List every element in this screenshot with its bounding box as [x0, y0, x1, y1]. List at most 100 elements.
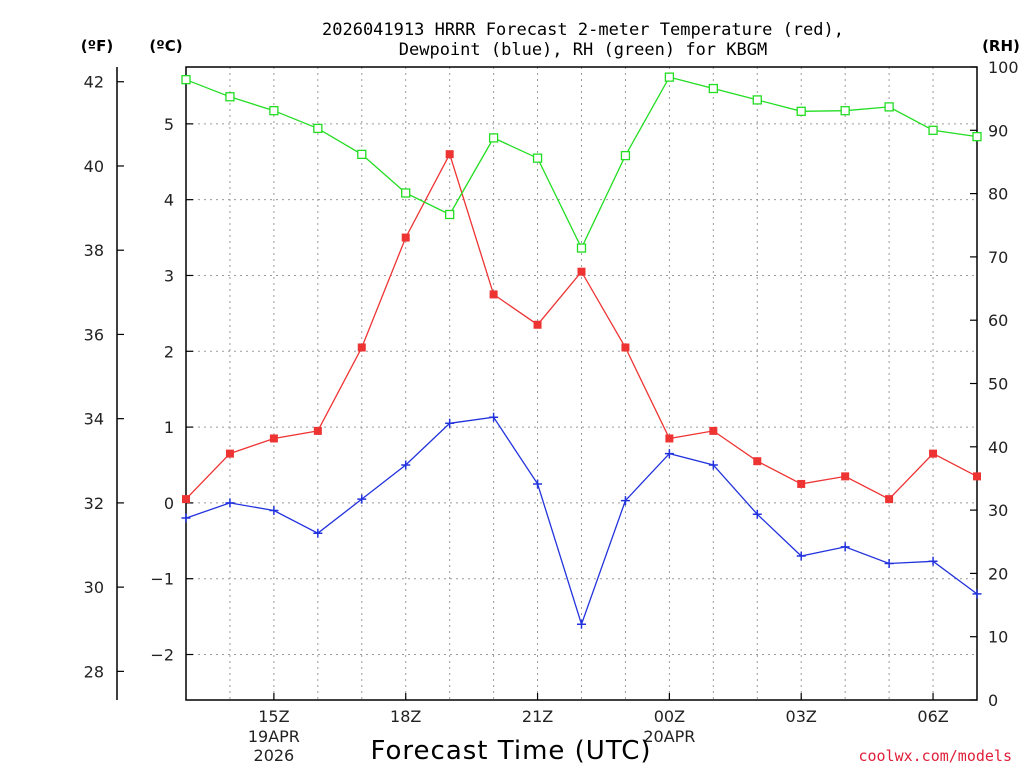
x-tick-label: 15Z: [258, 707, 289, 726]
2-meter-temperature-point: [445, 150, 454, 159]
x-tick-label: 03Z: [786, 707, 817, 726]
x-tick-label: 00Z: [654, 707, 685, 726]
rh-unit-label: (RH): [982, 37, 1020, 55]
dewpoint-point: [928, 556, 938, 566]
2-meter-temperature-point: [225, 449, 234, 458]
fahrenheit-tick-label: 42: [84, 73, 104, 92]
celsius-tick-label: 1: [164, 418, 174, 437]
dewpoint-point: [313, 528, 323, 538]
axis-ticks: 2830323436384042−2−101234501020304050607…: [84, 58, 1019, 765]
celsius-tick-label: 5: [164, 115, 174, 134]
grid-lines: [186, 67, 977, 700]
fahrenheit-tick-label: 38: [84, 241, 104, 260]
dewpoint-point: [401, 460, 411, 470]
2-meter-temperature-point: [753, 457, 762, 466]
rh-point: [313, 123, 323, 134]
dewpoint-point: [181, 513, 191, 523]
rh-tick-label: 60: [988, 311, 1008, 330]
dewpoint-point: [225, 498, 235, 508]
dewpoint-point: [840, 542, 850, 552]
rh-point: [664, 72, 675, 82]
2-meter-temperature-point: [533, 320, 542, 329]
x-tick-date: 20APR: [643, 727, 695, 746]
dewpoint-point: [664, 449, 674, 459]
celsius-tick-label: 3: [164, 266, 174, 285]
rh-point: [401, 188, 411, 198]
2-meter-temperature-point: [885, 495, 894, 504]
dewpoint-point: [269, 505, 279, 515]
chart-title-line1: 2026041913 HRRR Forecast 2-meter Tempera…: [322, 20, 844, 40]
rh-point: [269, 106, 279, 116]
chart-title-line2: Dewpoint (blue), RH (green) for KBGM: [399, 40, 767, 60]
dewpoint-point: [972, 589, 982, 599]
credit-link[interactable]: coolwx.com/models: [858, 747, 1012, 765]
celsius-tick-label: 2: [164, 342, 174, 361]
rh-tick-label: 90: [988, 121, 1008, 140]
data-series: [181, 72, 982, 629]
x-tick-label: 21Z: [522, 707, 553, 726]
rh-point: [488, 133, 499, 143]
2-meter-temperature-point: [621, 343, 630, 352]
2-meter-temperature-point: [182, 495, 190, 504]
rh-tick-label: 0: [988, 691, 998, 710]
dewpoint-point: [884, 559, 894, 569]
celsius-tick-label: −1: [150, 570, 174, 589]
2-meter-temperature-point: [313, 426, 322, 435]
dewpoint-point: [752, 509, 762, 519]
rh-point: [796, 106, 806, 116]
2-meter-temperature-point: [841, 472, 850, 481]
rh-point: [357, 149, 367, 160]
dewpoint-point: [620, 496, 630, 506]
rh-point: [576, 243, 587, 253]
rh-point: [972, 131, 982, 142]
2-meter-temperature-point: [357, 343, 366, 352]
rh-tick-label: 100: [988, 58, 1019, 77]
fahrenheit-tick-label: 40: [84, 157, 104, 176]
dewpoint-series-line: [185, 416, 978, 627]
rh-tick-label: 20: [988, 564, 1008, 583]
x-tick-year: 2026: [254, 746, 295, 765]
dewpoint-point: [489, 412, 499, 422]
plot-frame: [185, 66, 978, 701]
x-tick-date: 19APR: [248, 727, 300, 746]
dewpoint-point: [357, 494, 367, 504]
axes: [116, 66, 978, 701]
fahrenheit-tick-label: 28: [84, 662, 104, 681]
rh-tick-label: 10: [988, 628, 1008, 647]
dewpoint-point: [577, 619, 586, 629]
fahrenheit-tick-label: 34: [84, 410, 104, 429]
fahrenheit-tick-label: 30: [84, 578, 104, 597]
rh-tick-label: 50: [988, 375, 1008, 394]
x-axis-label: Forecast Time (UTC): [370, 736, 651, 766]
rh-series-line: [185, 76, 978, 250]
2-meter-temperature-point: [973, 472, 981, 481]
2-meter-temperature-point: [577, 267, 586, 276]
celsius-tick-label: 0: [164, 494, 174, 513]
rh-point: [225, 92, 235, 102]
x-tick-label: 18Z: [390, 707, 421, 726]
celsius-tick-label: 4: [164, 191, 174, 210]
celsius-tick-label: −2: [150, 646, 174, 665]
rh-point: [840, 106, 850, 116]
dewpoint-point: [445, 418, 455, 428]
rh-point: [445, 209, 455, 220]
rh-tick-label: 70: [988, 248, 1008, 267]
rh-tick-label: 30: [988, 501, 1008, 520]
rh-point: [532, 153, 543, 163]
dewpoint-point: [533, 479, 543, 489]
2-meter-temperature-point: [929, 449, 938, 458]
rh-point: [884, 102, 894, 112]
fahrenheit-unit-label: (ºF): [81, 37, 113, 55]
fahrenheit-tick-label: 36: [84, 325, 104, 344]
rh-point: [620, 150, 631, 161]
rh-tick-label: 40: [988, 438, 1008, 457]
dewpoint-point: [796, 551, 806, 561]
2-meter-temperature-point: [269, 434, 278, 443]
2-meter-temperature-point: [401, 233, 410, 242]
rh-point: [752, 95, 762, 105]
rh-tick-label: 80: [988, 185, 1008, 204]
celsius-unit-label: (ºC): [149, 37, 182, 55]
fahrenheit-tick-label: 32: [84, 494, 104, 513]
rh-point: [708, 83, 718, 94]
